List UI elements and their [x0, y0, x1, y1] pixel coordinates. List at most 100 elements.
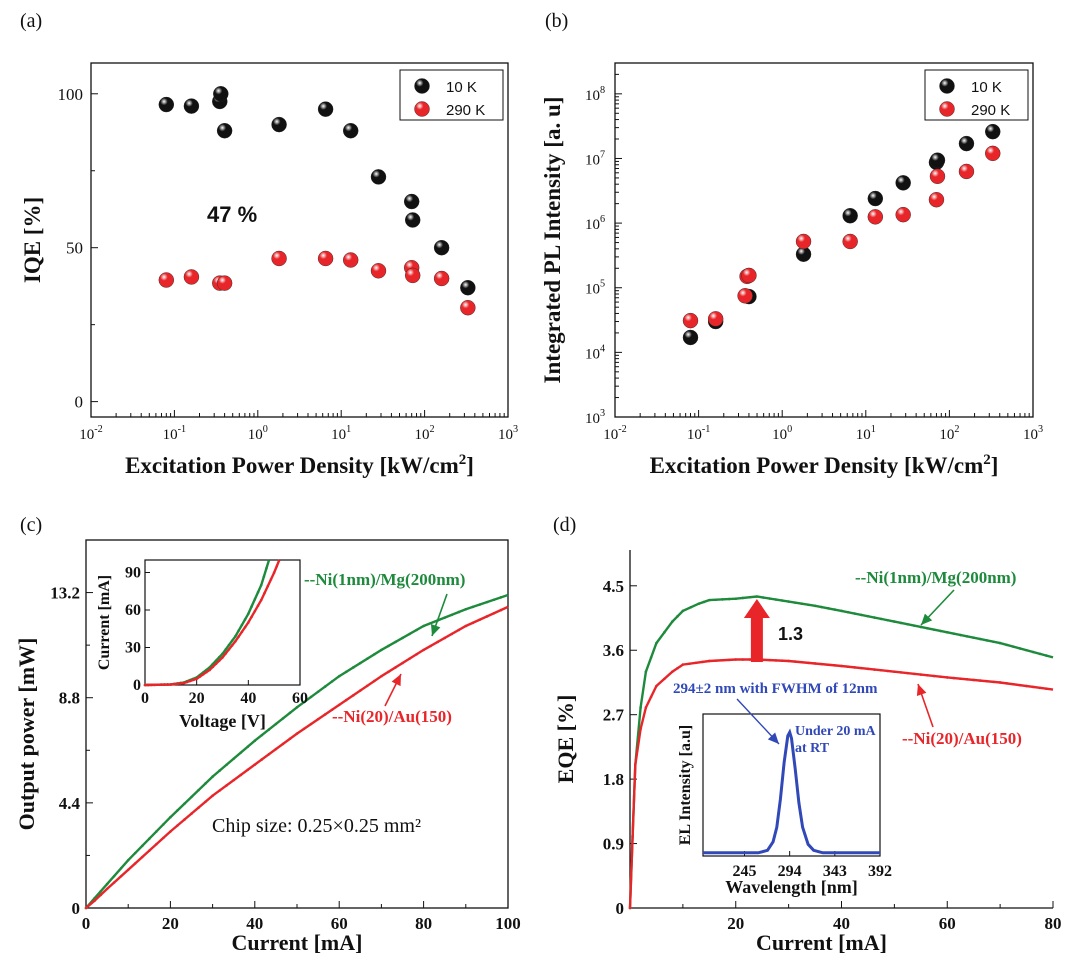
data-point	[271, 250, 287, 267]
marker-dot	[457, 628, 461, 632]
marker-dot	[155, 842, 158, 846]
marker-dot	[689, 605, 693, 609]
marker-dot	[714, 598, 718, 602]
marker-dot	[359, 689, 362, 692]
marker-dot	[105, 887, 109, 891]
marker-dot	[906, 622, 909, 626]
marker-dot	[499, 608, 503, 612]
marker-dot	[373, 653, 376, 656]
marker-dot	[247, 621, 250, 624]
marker-dot	[225, 763, 228, 766]
x-tick-label: 20	[727, 914, 744, 933]
marker-dot	[247, 612, 250, 616]
annotation-peak: 294±2 nm with FWHM of 12nm	[673, 681, 878, 697]
data-point	[985, 145, 1001, 162]
data-point	[682, 312, 699, 329]
inset-x-tick-label: 20	[189, 690, 205, 707]
data-point	[216, 123, 233, 139]
marker-dot	[492, 611, 496, 615]
y-tick-label: 104	[585, 343, 605, 362]
marker-dot	[214, 659, 218, 662]
marker-dot	[945, 631, 949, 634]
inset-y-tick-label: 0	[133, 677, 141, 694]
marker-dot	[688, 662, 691, 665]
marker-dot	[701, 660, 705, 664]
legend-label-green: --Ni(1nm)/Mg(200nm)	[304, 570, 465, 589]
marker-dot	[239, 751, 243, 754]
y-axis-title: Integrated PL Intensity [a. u]	[540, 97, 565, 384]
marker-dot	[148, 849, 151, 852]
marker-dot	[965, 678, 969, 681]
series-red	[158, 250, 476, 316]
x-tick-label: 100	[772, 424, 792, 443]
data-point	[183, 269, 200, 285]
marker-dot	[234, 634, 237, 638]
inset-iv-curve: 0 20 40 60 0 30 60 90 Voltage [V] Current [mA]	[96, 559, 308, 731]
marker-dot	[422, 624, 425, 628]
marker-dot	[866, 614, 870, 618]
data-point	[370, 169, 387, 185]
marker-dot	[169, 830, 172, 833]
marker-dot	[256, 590, 260, 594]
data-point	[867, 190, 884, 207]
marker-dot	[846, 665, 850, 669]
marker-dot	[323, 713, 327, 716]
marker-dot	[302, 727, 306, 731]
marker-dot	[217, 655, 221, 659]
marker-dot	[183, 818, 186, 821]
marker-dot	[265, 567, 268, 570]
marker-dot	[1012, 645, 1015, 648]
marker-dot	[639, 727, 642, 731]
marker-dot	[978, 679, 982, 682]
marker-dot	[644, 670, 648, 674]
marker-dot	[932, 628, 936, 631]
annotation-47-percent: 47 %	[207, 202, 257, 227]
marker-dot	[833, 664, 837, 667]
spectrum-line	[703, 728, 880, 855]
legend-label: 10 K	[971, 79, 1002, 96]
inset-y-axis-title: Current [mA]	[96, 575, 113, 670]
marker-dot	[182, 681, 186, 685]
marker-dot	[1031, 650, 1035, 654]
data-point	[958, 135, 975, 152]
marker-dot	[214, 662, 218, 666]
series-red	[628, 658, 1054, 910]
arrow-green	[430, 593, 448, 637]
marker-dot	[237, 629, 240, 632]
arrow-head	[430, 623, 441, 636]
marker-dot	[401, 661, 404, 665]
marker-dot	[256, 604, 260, 607]
marker-dot	[793, 601, 797, 604]
marker-dot	[879, 617, 883, 621]
legend-label-red: --Ni(20)/Au(150)	[332, 707, 452, 726]
marker-dot	[992, 640, 995, 644]
marker-dot	[774, 598, 778, 601]
y-tick-label: 1.8	[603, 770, 624, 789]
data-point	[929, 168, 946, 184]
marker-dot	[813, 662, 817, 665]
marker-dot	[159, 683, 163, 686]
marker-dot	[741, 658, 745, 661]
marker-dot	[162, 836, 165, 840]
marker-dot	[694, 661, 698, 665]
marker-dot	[169, 815, 172, 819]
marker-dot	[281, 717, 285, 720]
marker-dot	[879, 668, 883, 672]
marker-dot	[755, 595, 759, 598]
marker-dot	[436, 640, 439, 644]
y-tick-label: 8.8	[59, 689, 80, 708]
data-point	[216, 275, 233, 291]
marker-dot	[148, 837, 151, 841]
x-tick-label: 20	[162, 914, 179, 933]
marker-dot	[492, 598, 496, 602]
y-tick-label: 0	[616, 899, 625, 918]
inset-x-tick-label: 294	[778, 863, 802, 880]
marker-dot	[702, 600, 706, 604]
marker-dot	[133, 862, 137, 865]
marker-dot	[201, 673, 205, 676]
y-tick-label: 4.5	[603, 577, 624, 596]
data-point	[460, 300, 476, 316]
marker-dot	[204, 800, 207, 803]
marker-dot	[218, 789, 221, 792]
marker-dot	[972, 636, 975, 640]
